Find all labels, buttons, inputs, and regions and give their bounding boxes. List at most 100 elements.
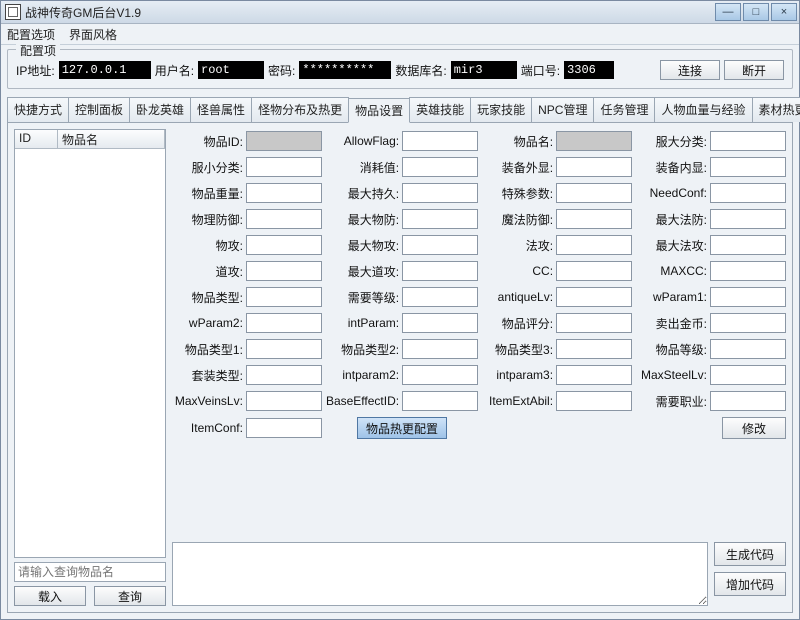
form-cell: intParam:: [326, 313, 478, 333]
form-grid: 物品ID:AllowFlag:物品名:服大分类:服小分类:消耗值:装备外显:装备…: [172, 129, 786, 538]
field-input[interactable]: [246, 235, 322, 255]
form-cell: 装备外显:: [482, 157, 632, 177]
field-input[interactable]: [402, 157, 478, 177]
field-input[interactable]: [556, 261, 632, 281]
field-input[interactable]: [246, 209, 322, 229]
tab-11[interactable]: 素材热更: [752, 97, 800, 122]
minimize-button[interactable]: —: [715, 3, 741, 21]
form-cell: 最大法防:: [636, 209, 786, 229]
field-input[interactable]: [556, 235, 632, 255]
field-input[interactable]: [556, 131, 632, 151]
field-input[interactable]: [710, 235, 786, 255]
modify-button[interactable]: 修改: [722, 417, 786, 439]
field-label: intparam2:: [342, 368, 399, 382]
field-input[interactable]: [556, 183, 632, 203]
tab-3[interactable]: 怪兽属性: [190, 97, 252, 122]
form-cell: intparam3:: [482, 365, 632, 385]
field-input[interactable]: [402, 209, 478, 229]
tab-8[interactable]: NPC管理: [531, 97, 594, 122]
form-cell: 服小分类:: [172, 157, 322, 177]
field-input[interactable]: [402, 235, 478, 255]
password-input[interactable]: [299, 61, 391, 79]
field-input[interactable]: [556, 157, 632, 177]
field-input[interactable]: [710, 131, 786, 151]
field-input[interactable]: [402, 365, 478, 385]
field-input[interactable]: [402, 391, 478, 411]
tab-9[interactable]: 任务管理: [593, 97, 655, 122]
col-id[interactable]: ID: [15, 130, 58, 148]
tab-7[interactable]: 玩家技能: [470, 97, 532, 122]
field-input[interactable]: [246, 418, 322, 438]
field-input[interactable]: [710, 157, 786, 177]
output-textarea[interactable]: [172, 542, 708, 606]
form-cell: 物品热更配置: [326, 417, 478, 439]
field-input[interactable]: [556, 313, 632, 333]
field-input[interactable]: [710, 261, 786, 281]
col-name[interactable]: 物品名: [58, 130, 165, 148]
db-input[interactable]: [451, 61, 517, 79]
menu-skin[interactable]: 界面风格: [69, 26, 117, 43]
field-label: 物品类型1:: [185, 341, 243, 358]
generate-code-button[interactable]: 生成代码: [714, 542, 786, 566]
field-input[interactable]: [246, 365, 322, 385]
tab-5[interactable]: 物品设置: [348, 98, 410, 123]
load-button[interactable]: 载入: [14, 586, 86, 606]
tab-body: ID 物品名 载入 查询 物品ID:AllowFlag:物品名:服大分类:服小分…: [7, 122, 793, 613]
field-input[interactable]: [710, 365, 786, 385]
window-title: 战神传奇GM后台V1.9: [25, 4, 715, 21]
port-input[interactable]: [564, 61, 614, 79]
field-input[interactable]: [402, 313, 478, 333]
add-code-button[interactable]: 增加代码: [714, 572, 786, 596]
tab-4[interactable]: 怪物分布及热更: [251, 97, 349, 122]
field-input[interactable]: [246, 313, 322, 333]
field-label: 物品ID:: [204, 133, 243, 150]
field-input[interactable]: [710, 183, 786, 203]
field-input[interactable]: [710, 391, 786, 411]
field-input[interactable]: [246, 391, 322, 411]
field-input[interactable]: [556, 287, 632, 307]
field-input[interactable]: [710, 339, 786, 359]
field-label: 最大法防:: [656, 211, 707, 228]
field-input[interactable]: [246, 157, 322, 177]
query-button[interactable]: 查询: [94, 586, 166, 606]
field-input[interactable]: [710, 287, 786, 307]
field-input[interactable]: [710, 209, 786, 229]
connect-button[interactable]: 连接: [660, 60, 720, 80]
tab-2[interactable]: 卧龙英雄: [129, 97, 191, 122]
field-input[interactable]: [556, 365, 632, 385]
field-input[interactable]: [556, 339, 632, 359]
tab-10[interactable]: 人物血量与经验: [654, 97, 752, 122]
field-input[interactable]: [246, 131, 322, 151]
field-input[interactable]: [402, 183, 478, 203]
field-input[interactable]: [246, 261, 322, 281]
field-input[interactable]: [710, 313, 786, 333]
field-input[interactable]: [246, 183, 322, 203]
form-cell: 最大物防:: [326, 209, 478, 229]
form-cell: 最大物攻:: [326, 235, 478, 255]
field-input[interactable]: [556, 391, 632, 411]
field-input[interactable]: [402, 339, 478, 359]
field-input[interactable]: [402, 261, 478, 281]
user-input[interactable]: [198, 61, 264, 79]
disconnect-button[interactable]: 断开: [724, 60, 784, 80]
form-cell: 装备内显:: [636, 157, 786, 177]
field-input[interactable]: [246, 287, 322, 307]
tab-6[interactable]: 英雄技能: [409, 97, 471, 122]
maximize-button[interactable]: □: [743, 3, 769, 21]
field-input[interactable]: [402, 131, 478, 151]
app-icon: [5, 4, 21, 20]
field-label: CC:: [532, 264, 553, 278]
menu-config[interactable]: 配置选项: [7, 26, 55, 43]
form-cell: ItemExtAbil:: [482, 391, 632, 411]
field-input[interactable]: [556, 209, 632, 229]
ip-input[interactable]: [59, 61, 151, 79]
close-button[interactable]: ×: [771, 3, 797, 21]
search-input[interactable]: [14, 562, 166, 582]
item-listview[interactable]: ID 物品名: [14, 129, 166, 558]
tab-0[interactable]: 快捷方式: [7, 97, 69, 122]
field-input[interactable]: [246, 339, 322, 359]
tab-1[interactable]: 控制面板: [68, 97, 130, 122]
field-input[interactable]: [402, 287, 478, 307]
hotreload-button[interactable]: 物品热更配置: [357, 417, 447, 439]
list-body[interactable]: [15, 149, 165, 557]
